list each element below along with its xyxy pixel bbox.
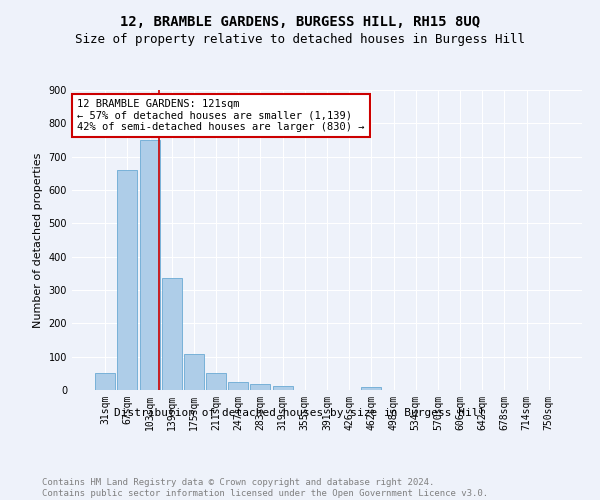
Text: Distribution of detached houses by size in Burgess Hill: Distribution of detached houses by size … (115, 408, 485, 418)
Bar (162, 278, 182, 390)
Bar (140, 140, 160, 390)
Bar (118, 170, 137, 390)
Bar (184, 354, 204, 390)
Bar (250, 384, 271, 390)
Bar (361, 388, 382, 390)
Text: 12, BRAMBLE GARDENS, BURGESS HILL, RH15 8UQ: 12, BRAMBLE GARDENS, BURGESS HILL, RH15 … (120, 15, 480, 29)
Text: Contains HM Land Registry data © Crown copyright and database right 2024.
Contai: Contains HM Land Registry data © Crown c… (42, 478, 488, 498)
Bar (228, 382, 248, 390)
Text: Size of property relative to detached houses in Burgess Hill: Size of property relative to detached ho… (75, 32, 525, 46)
Y-axis label: Number of detached properties: Number of detached properties (33, 152, 43, 328)
Text: 12 BRAMBLE GARDENS: 121sqm
← 57% of detached houses are smaller (1,139)
42% of s: 12 BRAMBLE GARDENS: 121sqm ← 57% of deta… (77, 99, 365, 132)
Bar (95, 374, 115, 390)
Bar (272, 386, 293, 390)
Bar (206, 374, 226, 390)
